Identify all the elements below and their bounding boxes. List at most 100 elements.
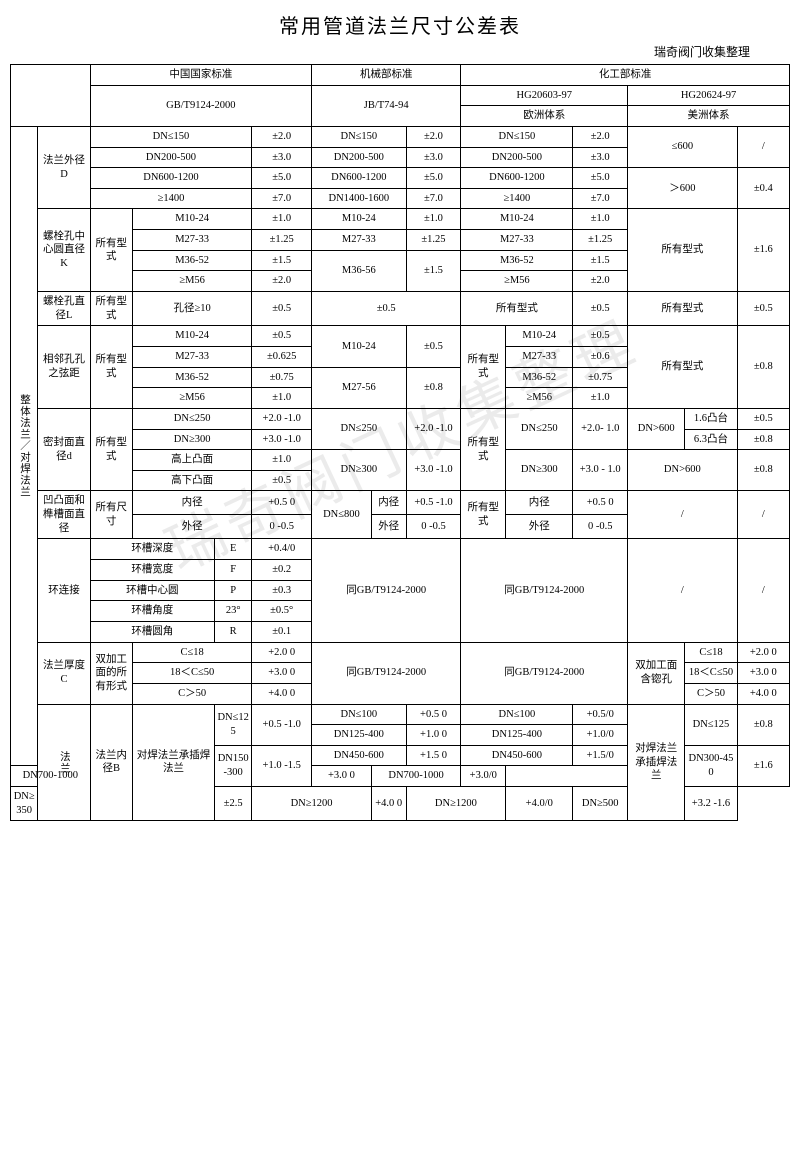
cell: ±1.0 — [406, 209, 461, 230]
cell: ±1.0 — [252, 209, 312, 230]
cell: +1.0 -1.5 — [252, 745, 312, 786]
cell: DN600-1200 — [312, 168, 407, 189]
cell: +2.0 -1.0 — [406, 408, 461, 449]
cell: ±0.5° — [252, 601, 312, 622]
cell: +2.0- 1.0 — [573, 408, 628, 449]
cell: DN≥300 — [132, 429, 251, 450]
cell: ＞600 — [628, 168, 737, 209]
cell: +1.0/0 — [573, 725, 628, 746]
cell: C＞50 — [132, 683, 251, 704]
cell: ±3.0 — [406, 147, 461, 168]
cell: ±0.5 — [737, 292, 789, 326]
cell: DN200-500 — [90, 147, 252, 168]
cell: 双加工面含锪孔 — [628, 642, 685, 704]
cell: ±1.5 — [406, 250, 461, 291]
cell: +0.5/0 — [573, 704, 628, 725]
cell: ±0.5 — [737, 408, 789, 429]
cell: +4.0/0 — [506, 787, 573, 821]
cell: 所有型式 — [628, 292, 737, 326]
cell: ±0.8 — [737, 429, 789, 450]
cell: M10-24 — [461, 209, 573, 230]
page-title: 常用管道法兰尺寸公差表 — [10, 10, 790, 39]
cell: +0.5 -1.0 — [406, 491, 461, 515]
cell: ±3.0 — [252, 147, 312, 168]
cell: ±1.6 — [737, 209, 789, 292]
all-type: 所有型式 — [90, 326, 132, 409]
cell: DN>600 — [628, 408, 685, 449]
cell: E — [215, 539, 252, 560]
cell: +2.0 0 — [737, 642, 789, 663]
cell: ±0.5 — [573, 326, 628, 347]
cell: DN450-600 — [461, 745, 573, 766]
cell: M27-56 — [312, 367, 407, 408]
cell: DN700-1000 — [371, 766, 461, 787]
cell: +3.0 - 1.0 — [573, 450, 628, 491]
cell: 所有型式 — [461, 292, 573, 326]
cell: ±2.0 — [406, 126, 461, 147]
cell: 环槽宽度 — [90, 560, 214, 581]
hdr-gb: GB/T9124-2000 — [90, 85, 311, 126]
cell: ±1.25 — [573, 230, 628, 251]
cell: M10-24 — [132, 209, 251, 230]
cell: +1.0 0 — [406, 725, 461, 746]
cell: ±1.5 — [573, 250, 628, 271]
cell: DN≤250 — [312, 408, 407, 449]
cell: 内径 — [132, 491, 251, 515]
cell: DN1400-1600 — [312, 188, 407, 209]
side-inner-b: 法兰内径B — [90, 704, 132, 821]
cell: 外径 — [371, 515, 406, 539]
cell: ±5.0 — [573, 168, 628, 189]
cell: C≤18 — [132, 642, 251, 663]
cell: P — [215, 580, 252, 601]
cell: ≥M56 — [506, 388, 573, 409]
cell: / — [737, 126, 789, 167]
cell: 同GB/T9124-2000 — [312, 539, 461, 642]
cell: / — [737, 491, 789, 539]
cell: ≥M56 — [461, 271, 573, 292]
side-seal-d: 密封面直径d — [38, 408, 90, 491]
cell: M27-33 — [132, 230, 251, 251]
cell: DN≤125 — [215, 704, 252, 745]
cell: DN200-500 — [312, 147, 407, 168]
cell: DN≤800 — [312, 491, 372, 539]
hdr-hg1-sub: 欧洲体系 — [461, 106, 628, 127]
cell: 6.3凸台 — [685, 429, 737, 450]
cell: / — [737, 539, 789, 642]
cell: DN≥300 — [506, 450, 573, 491]
cell: ±0.75 — [252, 367, 312, 388]
cell: ±2.5 — [215, 787, 252, 821]
cell: ±0.8 — [406, 367, 461, 408]
cell: R — [215, 621, 252, 642]
cell: ±3.0 — [573, 147, 628, 168]
side-thick: 法兰厚度C — [38, 642, 90, 704]
cell: 23° — [215, 601, 252, 622]
cell: M27-33 — [461, 230, 573, 251]
cell: +0.5 0 — [406, 704, 461, 725]
page-subtitle: 瑞奇阀门收集整理 — [10, 43, 790, 60]
cell: DN≤100 — [461, 704, 573, 725]
hdr-mech: 机械部标准 — [312, 65, 461, 86]
cell: DN150-300 — [215, 745, 252, 786]
cell: ±2.0 — [573, 126, 628, 147]
cell: 内径 — [371, 491, 406, 515]
side-ring: 环连接 — [38, 539, 90, 642]
cell: +3.0/0 — [461, 766, 506, 787]
hdr-hg1: HG20603-97 — [461, 85, 628, 106]
cell: C＞50 — [685, 683, 737, 704]
cell: ±0.4 — [737, 168, 789, 209]
cell: ±5.0 — [406, 168, 461, 189]
cell: +3.0 0 — [737, 663, 789, 684]
cell: ±7.0 — [573, 188, 628, 209]
cell: 环槽深度 — [90, 539, 214, 560]
cell: 同GB/T9124-2000 — [461, 539, 628, 642]
cell: ±0.5 — [252, 326, 312, 347]
cell: DN≤100 — [312, 704, 407, 725]
cell: DN125-400 — [312, 725, 407, 746]
cell: M10-24 — [506, 326, 573, 347]
cell: ±1.0 — [573, 388, 628, 409]
cell: +0.5 0 — [252, 491, 312, 515]
cell: 所有型式 — [628, 326, 737, 409]
cell: ±1.0 — [252, 450, 312, 471]
cell: ±0.5 — [252, 292, 312, 326]
cell: ±1.0 — [573, 209, 628, 230]
